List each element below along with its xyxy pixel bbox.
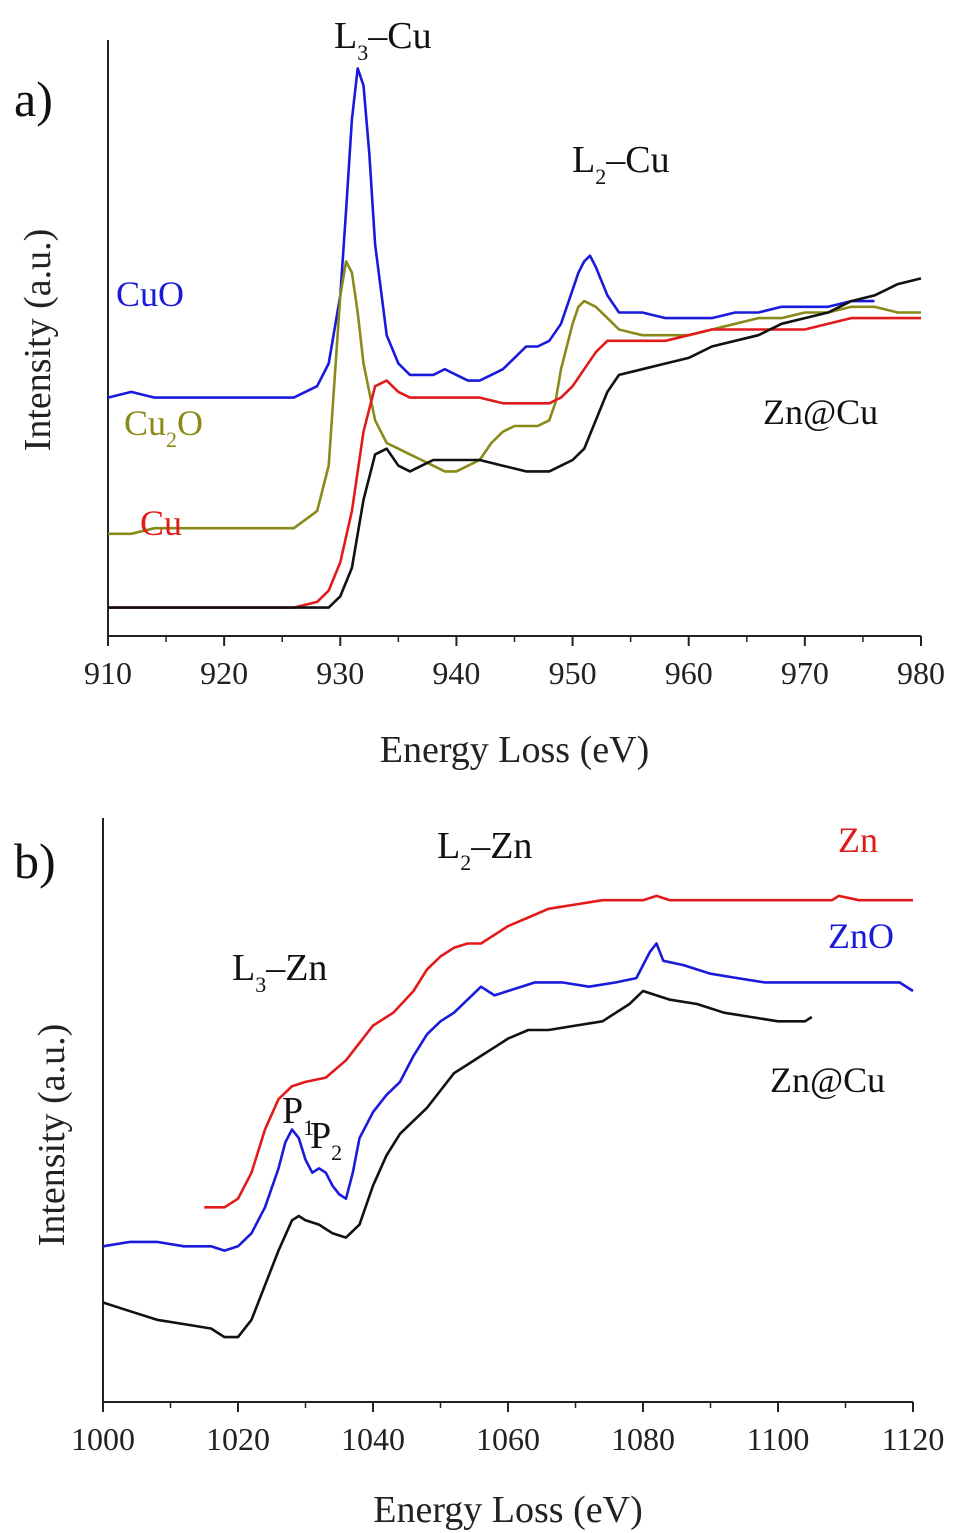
series-label-zno: ZnO — [828, 916, 894, 956]
x-tick-label: 980 — [897, 655, 945, 691]
peak-annotation: P1 — [282, 1090, 314, 1140]
panel-label: b) — [14, 833, 56, 889]
peak-annotation: L2–Cu — [572, 139, 670, 189]
series-line-zno — [102, 942, 914, 1252]
peak-annotation: L3–Zn — [232, 947, 327, 997]
panel-a-chart: 910 920 930 940 950 960 970 980 Energy Loss (eV)… — [14, 15, 945, 771]
x-tick-label: 930 — [316, 655, 364, 691]
x-tick-label: 1040 — [341, 1421, 405, 1457]
series-label-zn: Zn — [838, 820, 878, 860]
x-tick-label: 960 — [665, 655, 713, 691]
x-tick-label: 940 — [432, 655, 480, 691]
series-label-zn-cu: Zn@Cu — [770, 1060, 885, 1100]
x-tick-label: 910 — [84, 655, 132, 691]
y-axis-title: Intensity (a.u.) — [31, 1024, 73, 1247]
series-line-cuo — [107, 67, 875, 399]
x-tick-label: 1120 — [882, 1421, 945, 1457]
x-tick-label: 1080 — [611, 1421, 675, 1457]
x-axis-title: Energy Loss (eV) — [373, 1489, 642, 1531]
series-label-cu: Cu — [140, 503, 182, 543]
x-tick-label: 1020 — [206, 1421, 270, 1457]
series-line-zn-cu — [102, 989, 813, 1339]
panel-b-chart: 1000 1020 1040 1060 1080 1100 1120 Energy Loss … — [14, 818, 944, 1531]
x-axis-title: Energy Loss (eV) — [380, 729, 649, 771]
series-line-cu — [108, 316, 921, 609]
x-tick-label: 1060 — [476, 1421, 540, 1457]
y-axis-title: Intensity (a.u.) — [17, 229, 59, 452]
series-line-zn — [204, 894, 913, 1209]
x-tick-label: 920 — [200, 655, 248, 691]
x-tick-label: 1000 — [71, 1421, 135, 1457]
peak-annotation: P2 — [310, 1115, 342, 1165]
x-tick-label: 970 — [781, 655, 829, 691]
x-tick-label: 1100 — [747, 1421, 810, 1457]
series-label-cu2o: Cu2O — [124, 403, 203, 452]
panel-label: a) — [14, 71, 53, 127]
x-tick-label: 950 — [549, 655, 597, 691]
series-label-zn-cu: Zn@Cu — [763, 392, 878, 432]
peak-annotation: L3–Cu — [334, 15, 432, 65]
series-label-cuo: CuO — [116, 274, 184, 314]
series-line-zn-cu — [108, 277, 922, 609]
peak-annotation: L2–Zn — [437, 825, 532, 875]
